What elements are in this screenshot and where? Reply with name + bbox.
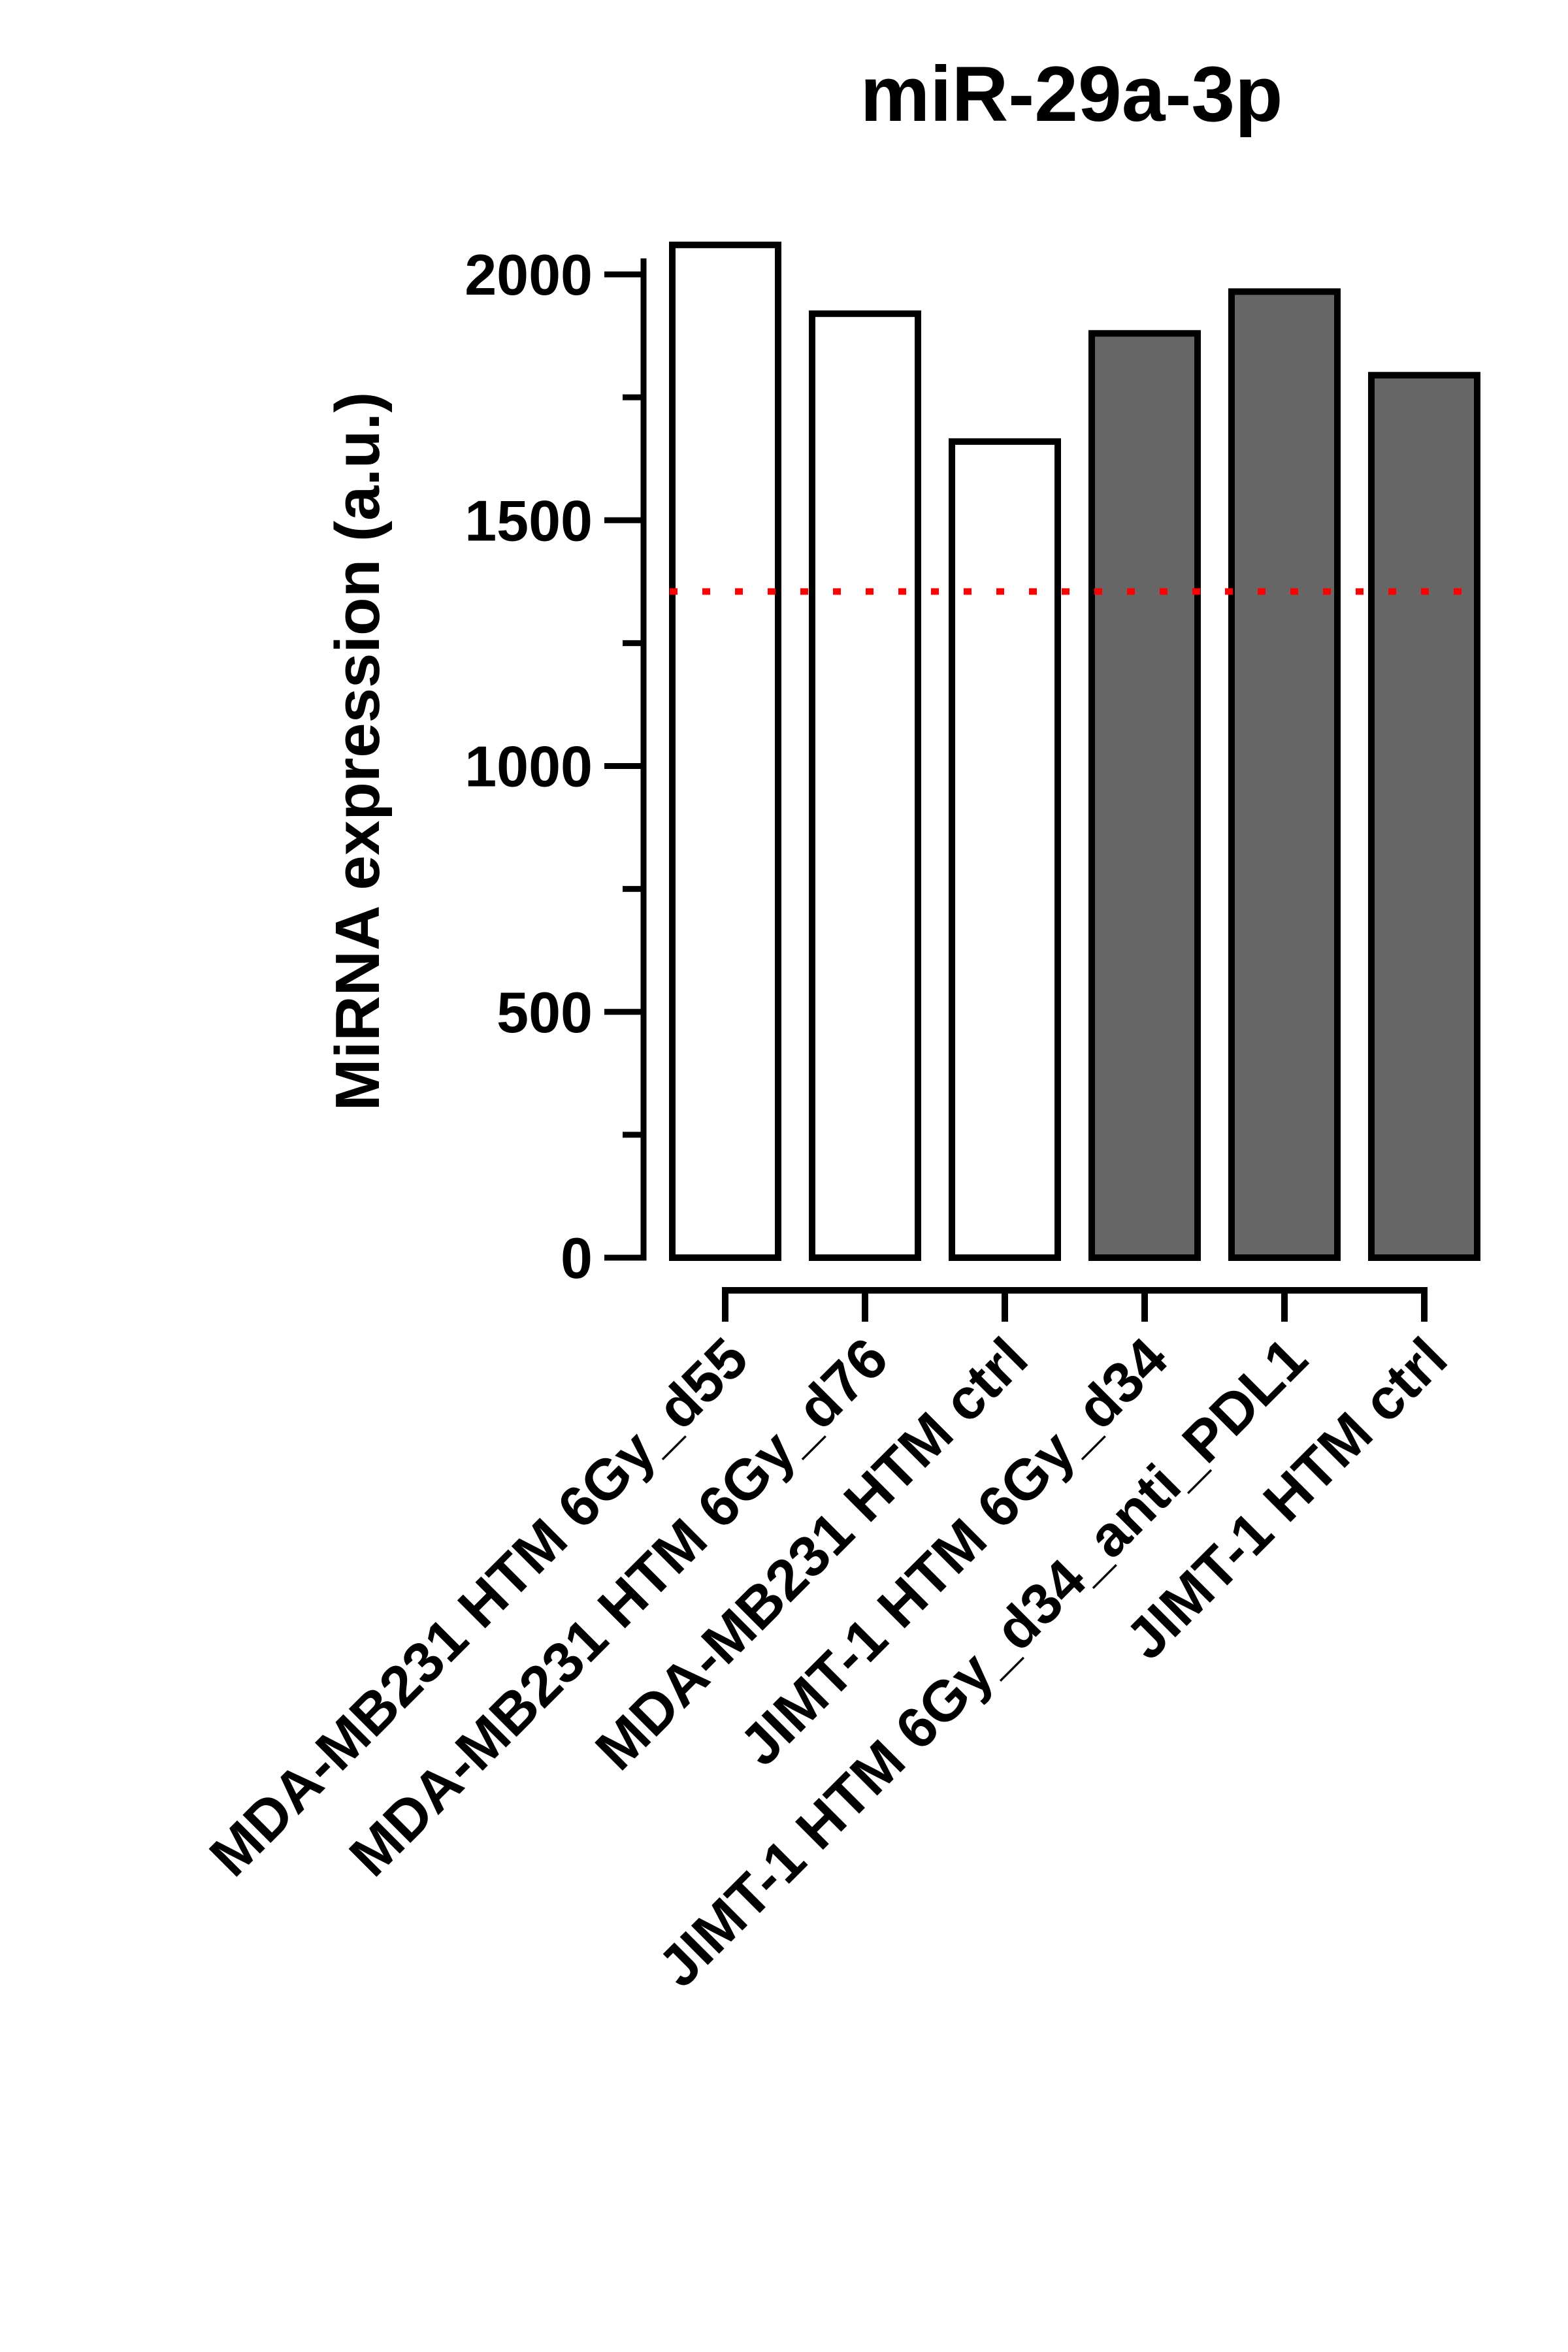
x-tick-label: MDA-MB231 HTM 6Gy_d55 xyxy=(197,1325,760,1888)
chart-title: miR-29a-3p xyxy=(860,50,1283,138)
bar xyxy=(1228,288,1341,1261)
y-tick-label: 0 xyxy=(561,1226,593,1290)
bar xyxy=(1088,330,1201,1261)
bar xyxy=(1368,372,1480,1262)
bar xyxy=(809,310,921,1262)
y-tick-label: 1000 xyxy=(465,734,593,799)
bar xyxy=(669,241,781,1262)
y-axis-label: MiRNA expression (a.u.) xyxy=(323,392,393,1111)
bars xyxy=(669,241,1480,1262)
y-axis: 0 500 1000 1500 2000 xyxy=(465,242,647,1290)
y-tick-label: 2000 xyxy=(465,242,593,307)
bar xyxy=(949,438,1061,1261)
y-tick-label: 1500 xyxy=(465,488,593,553)
y-tick-label: 500 xyxy=(497,980,593,1045)
